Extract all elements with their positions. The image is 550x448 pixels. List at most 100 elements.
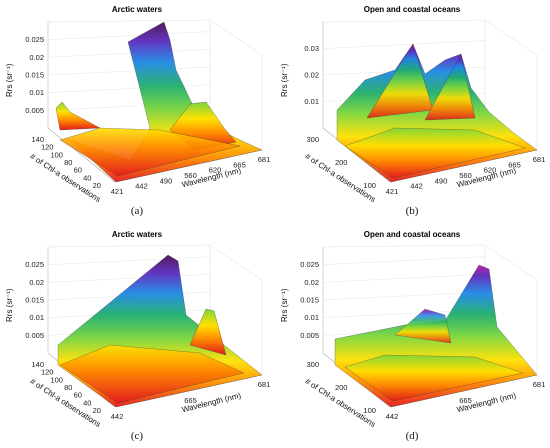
z-gridline [47, 274, 211, 283]
panel-label: (c) [131, 430, 144, 442]
x-axis-label: Wavelength (nm) [456, 391, 517, 414]
z-axis-label: Rrs (sr⁻¹) [280, 288, 289, 322]
z-tick-label: 0.01 [29, 88, 44, 97]
y-tick-label: 200 [335, 383, 348, 392]
z-tick-label: 0.015 [25, 296, 44, 305]
chart-panel-4: Open and coastal oceans 0.005 0.01 0.015 0.0… [280, 230, 545, 442]
x-tick-label: 442 [386, 412, 399, 421]
z-gridline [322, 40, 486, 49]
z-tick-label: 0.025 [25, 35, 44, 44]
z-tick-label: 0.02 [304, 278, 319, 287]
z-gridline [47, 49, 211, 58]
z-tick-label: 0.02 [304, 71, 319, 80]
x-tick-label: 442 [410, 182, 423, 191]
y-tick-label: 40 [83, 173, 91, 182]
y-tick-label: 140 [31, 135, 44, 144]
box-edge [209, 244, 263, 281]
surface-floor [344, 354, 524, 402]
y-tick-label: 200 [335, 158, 348, 167]
z-gridline [322, 274, 486, 283]
z-gridline [47, 256, 211, 265]
x-tick-label: 665 [233, 160, 246, 169]
surface-peak [366, 43, 434, 119]
box-edge [47, 19, 211, 23]
x-tick-label: 681 [258, 155, 271, 164]
z-tick-label: 0.01 [304, 313, 319, 322]
z-tick-label: 0.015 [25, 71, 44, 80]
x-tick-label: 620 [209, 166, 222, 175]
box-edge [322, 244, 486, 248]
y-tick-label: 60 [74, 391, 82, 400]
chart-panel-3: Arctic waters 0.005 0.01 0.015 0.02 0.025 Rrs … [5, 230, 270, 442]
panel-title: Open and coastal oceans [364, 230, 461, 239]
x-axis-label: Wavelength (nm) [181, 391, 242, 414]
box-edge [484, 19, 538, 56]
z-tick-label: 0.02 [29, 53, 44, 62]
x-tick-label: 665 [508, 160, 521, 169]
x-tick-label: 681 [258, 380, 271, 389]
x-tick-label: 442 [111, 412, 124, 421]
x-tick-label: 665 [459, 396, 472, 405]
y-tick-label: 100 [50, 375, 63, 384]
y-tick-label: 20 [93, 406, 101, 415]
z-axis-label: Rrs (sr⁻¹) [280, 63, 289, 97]
x-tick-label: 490 [160, 176, 173, 185]
box-edge [322, 19, 486, 23]
panel-label: (b) [406, 205, 419, 217]
panel-title: Arctic waters [112, 5, 163, 14]
surface-ridge-secondary [189, 308, 227, 356]
y-tick-label: 40 [83, 398, 91, 407]
z-gridline [322, 291, 486, 301]
surface-floor [344, 127, 526, 179]
z-axis-label: Rrs (sr⁻¹) [5, 288, 14, 322]
box-edge [47, 244, 211, 248]
z-tick-label: 0.005 [25, 331, 44, 340]
y-tick-label: 120 [41, 368, 54, 377]
z-tick-label: 0.005 [300, 331, 319, 340]
x-tick-label: 665 [184, 396, 197, 405]
y-tick-label: 80 [64, 383, 72, 392]
y-tick-label: 300 [306, 135, 319, 144]
panel-label: (a) [131, 205, 144, 217]
x-tick-label: 560 [184, 171, 197, 180]
surface-ridge-secondary [394, 308, 452, 344]
box-edge [209, 19, 263, 56]
y-tick-label: 100 [363, 181, 376, 190]
y-tick-label: 100 [50, 150, 63, 159]
y-tick-label: 80 [64, 158, 72, 167]
surface-ridge-small [55, 101, 101, 131]
z-gridline [47, 66, 211, 76]
y-axis-line [47, 127, 116, 183]
y-tick-label: 140 [31, 360, 44, 369]
x-tick-label: 421 [111, 187, 124, 196]
z-tick-label: 0.015 [300, 296, 319, 305]
surface-floor [59, 127, 241, 177]
x-tick-label: 560 [459, 171, 472, 180]
surface-peak [424, 53, 476, 121]
x-tick-label: 421 [386, 187, 399, 196]
z-tick-label: 0.025 [25, 260, 44, 269]
y-tick-label: 300 [306, 360, 319, 369]
panel-label: (d) [406, 430, 419, 442]
surface-group [336, 43, 538, 183]
x-tick-label: 620 [484, 166, 497, 175]
chart-panel-1: Arctic waters 0.005 0.01 0.015 0.02 0.025 Rrs … [5, 5, 270, 217]
panel-title: Open and coastal oceans [364, 5, 461, 14]
z-tick-label: 0.03 [304, 44, 319, 53]
z-tick-label: 0.005 [25, 106, 44, 115]
z-axis-label: Rrs (sr⁻¹) [5, 63, 14, 97]
surface-group [57, 254, 263, 408]
x-tick-label: 681 [533, 155, 546, 164]
z-tick-label: 0.02 [29, 278, 44, 287]
box-edge [484, 244, 538, 281]
z-tick-label: 0.025 [300, 260, 319, 269]
z-gridline [47, 31, 211, 40]
x-tick-label: 490 [435, 176, 448, 185]
y-tick-label: 60 [74, 166, 82, 175]
y-tick-label: 100 [363, 406, 376, 415]
z-gridline [322, 256, 486, 265]
z-tick-label: 0.01 [29, 313, 44, 322]
y-tick-label: 120 [41, 143, 54, 152]
